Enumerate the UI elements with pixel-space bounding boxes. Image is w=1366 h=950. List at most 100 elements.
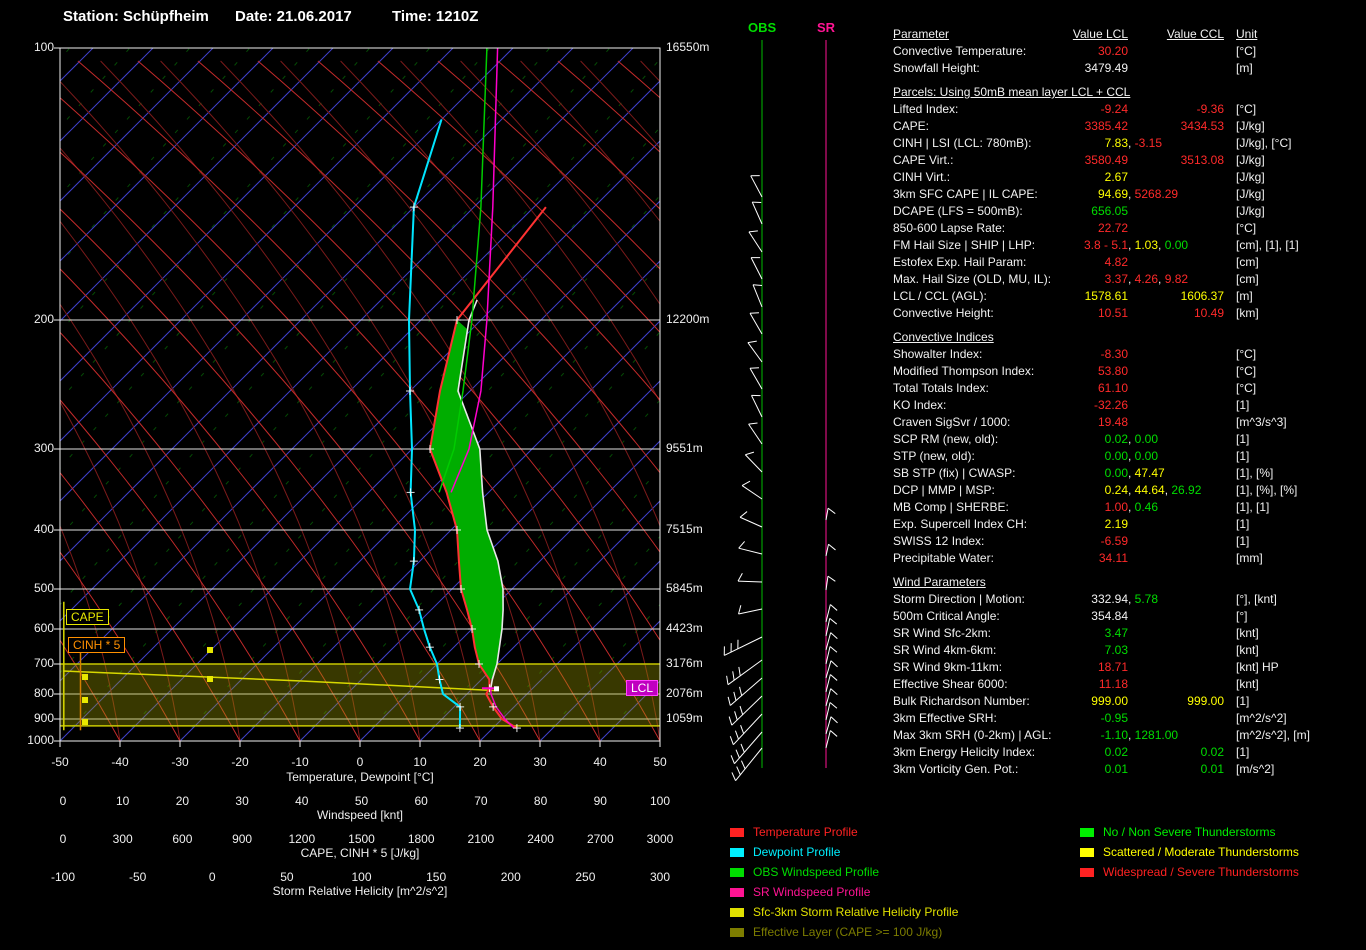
param-unit: [mm] [1236,551,1263,565]
obs-column-label: OBS [748,20,777,35]
param-label: Exp. Supercell Index CH: [893,517,1028,531]
param-value-lcl: 18.71 [1068,659,1128,676]
param-value: , [1128,272,1135,286]
param-value-lcl: 19.48 [1068,414,1128,431]
table-row: Convective Height: 10.51 10.49 [km] [893,305,1366,322]
param-value-lcl: 3385.42 [1068,118,1128,135]
axis-tick-label: 80 [533,794,548,808]
lcl-marker [494,686,499,692]
param-value: , [1128,483,1135,497]
obs-windspeed-line [438,48,488,493]
param-value: 1606.37 [1180,289,1224,303]
axis-tick-label: 10 [413,755,427,769]
param-unit: [1] [1236,694,1250,708]
param-unit: [cm] [1236,272,1259,286]
axis-tick-label: 100 [649,794,671,808]
axis-tick-label: 2400 [527,832,554,846]
table-row: Max. Hail Size (OLD, MU, IL): 3.37, 4.26,… [893,271,1366,288]
param-value: -0.95 [1100,711,1128,725]
param-value-extra: , 0.00 [1128,448,1224,465]
param-unit: [m] [1236,61,1253,75]
param-value-extra: , 5.78 [1128,591,1224,608]
legend-label: SR Windspeed Profile [753,885,871,899]
legend-item: Scattered / Moderate Thunderstorms [1080,842,1299,862]
param-value-lcl: 0.24 [1068,482,1128,499]
param-value-lcl: 53.80 [1068,363,1128,380]
param-value: 94.69 [1097,187,1128,201]
param-value: , [1128,449,1135,463]
param-label: Total Totals Index: [893,381,989,395]
param-value: 3479.49 [1084,61,1128,75]
param-value: -3.15 [1134,136,1163,150]
table-row: Total Totals Index: 61.10 [°C] [893,380,1366,397]
table-row: Lifted Index: -9.24 -9.36 [°C] [893,101,1366,118]
param-value: -9.24 [1100,102,1128,116]
axis-tick-label: 150 [426,870,447,884]
param-value-extra [1128,710,1224,727]
param-value-extra: , 1.03, 0.00 [1128,237,1224,254]
table-row: 3km Vorticity Gen. Pot.: 0.01 0.01 [m/s^2] [893,761,1366,778]
param-value: 22.72 [1097,221,1128,235]
param-value: 3.8 - 5.1 [1083,238,1128,252]
param-value-lcl: 0.01 [1068,761,1128,778]
pressure-tick-label: 300 [33,441,54,455]
param-value-lcl: -9.24 [1068,101,1128,118]
param-label: 3km Effective SRH: [893,711,997,725]
param-unit: [1] [1236,745,1250,759]
height-tick-label: 3176m [666,656,703,670]
cape-area-fill [430,320,504,680]
axis-tick-label: 20 [473,755,487,769]
frame-ticks [54,47,661,747]
table-row: 3km Effective SRH: -0.95 [m^2/s^2] [893,710,1366,727]
param-unit: [°] [1236,609,1248,623]
table-row: SCP RM (new, old): 0.02, 0.00 [1] [893,431,1366,448]
param-value-lcl: 0.00 [1068,448,1128,465]
table-row: Modified Thompson Index: 53.80 [°C] [893,363,1366,380]
param-unit: [1] [1236,449,1250,463]
axis-tick-label: 600 [172,832,193,846]
param-unit: [m/s^2] [1236,762,1275,776]
temperature-axis-caption: Temperature, Dewpoint [°C] [286,770,434,784]
legend-label: Dewpoint Profile [753,845,841,859]
param-unit: [1], [%] [1236,466,1274,480]
param-value-lcl: 61.10 [1068,380,1128,397]
param-value-extra [1128,642,1224,659]
param-value: -8.30 [1100,347,1128,361]
param-value-extra [1128,203,1224,220]
param-label: 500m Critical Angle: [893,609,1000,623]
param-value-extra: , 47.47 [1128,465,1224,482]
param-label: CAPE: [893,119,930,133]
header-value-ccl: Value CCL [1166,27,1224,41]
header-unit: Unit [1236,27,1258,41]
param-value-extra [1128,363,1224,380]
axis-tick-label: 2100 [467,832,495,846]
param-label: LCL / CCL (AGL): [893,289,987,303]
param-label: SB STP (fix) | CWASP: [893,466,1016,480]
param-value: 18.71 [1097,660,1128,674]
param-value-extra: , -3.15 [1128,135,1224,152]
param-label: SR Wind 4km-6km: [893,643,997,657]
axis-tick-label: 90 [593,794,607,808]
skewt-plot-area [60,48,660,741]
obs-wind-barb-column [723,40,763,781]
param-value: 0.00 [1134,449,1159,463]
table-row: LCL / CCL (AGL): 1578.61 1606.37 [m] [893,288,1366,305]
axis-tick-label: 300 [112,832,133,846]
axis-tick-label: 50 [653,755,667,769]
param-value-lcl: 4.82 [1068,254,1128,271]
profile-legend: Temperature Profile Dewpoint Profile OBS W… [730,822,958,942]
axis-tick-label: 250 [575,870,596,884]
pressure-tick-label: 900 [33,711,54,725]
param-value: 0.02 [1200,745,1224,759]
param-label: SR Wind 9km-11km: [893,660,1003,674]
table-row: Exp. Supercell Index CH: 2.19 [1] [893,516,1366,533]
param-value-extra: , 44.64, 26.92 [1128,482,1224,499]
param-value-extra: , 5268.29 [1128,186,1224,203]
param-label: SCP RM (new, old): [893,432,999,446]
param-value: 61.10 [1097,381,1128,395]
param-label: CAPE Virt.: [893,153,954,167]
pressure-tick-label: 100 [33,40,54,54]
param-label: SR Wind Sfc-2km: [893,626,992,640]
param-value: 11.18 [1098,677,1128,691]
